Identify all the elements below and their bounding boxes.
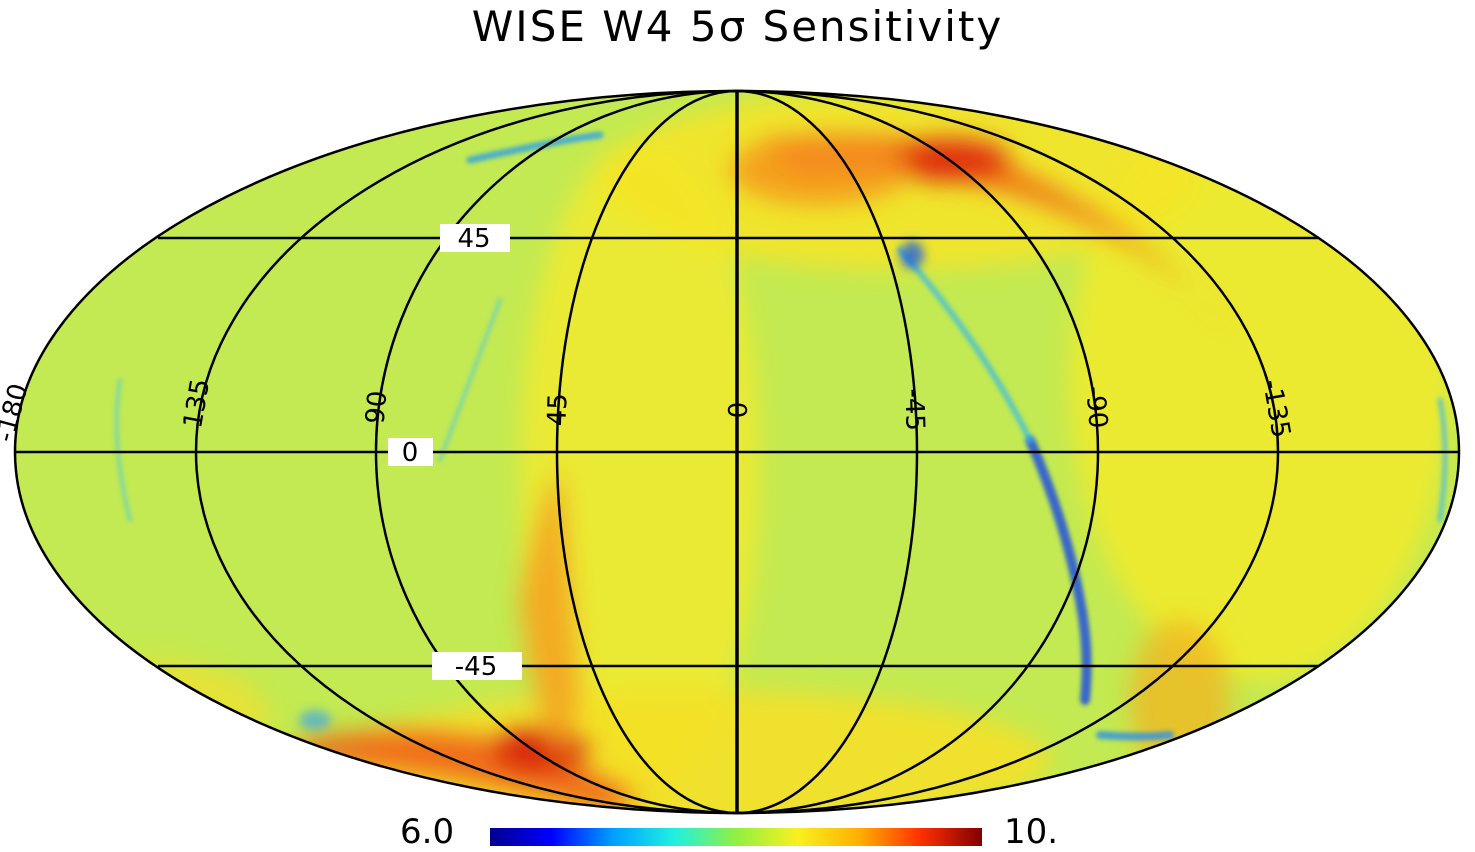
meridian-135: [194, 89, 1280, 815]
cyan-streak-mid: [438, 298, 502, 462]
colorbar-max-label: 10.: [1004, 812, 1059, 852]
lat-label-0: 0: [402, 438, 419, 468]
graticule: [13, 89, 1461, 815]
cyan-streak-east: [1437, 397, 1448, 523]
cyan-streak-bottom: [1096, 731, 1174, 741]
lon-label-minus45: -45: [898, 388, 929, 431]
colorbar-min-label: 6.0: [400, 812, 455, 852]
lon-label-45: 45: [542, 393, 573, 427]
label-gap-lat0: [388, 438, 433, 466]
west-yellow-patch: [30, 660, 270, 780]
north-orange-halo: [730, 135, 910, 205]
ecliptic-yellow-band: [520, 140, 760, 800]
south-hot-spot: [492, 728, 588, 772]
blue-blob-south: [299, 710, 331, 730]
east-orange-limb: [1130, 620, 1230, 780]
colorbar: [490, 828, 982, 846]
blue-blob-north: [900, 241, 924, 269]
lon-label-minus90: -90: [1079, 385, 1113, 430]
map-title: WISE W4 5σ Sensitivity: [471, 2, 1004, 51]
label-gap-latm45: [432, 652, 522, 680]
lat-label-minus45: -45: [455, 652, 497, 682]
lon-label-90: 90: [361, 390, 394, 426]
lat-label-45: 45: [457, 224, 490, 254]
south-yellow-cap: [350, 690, 1050, 813]
cyan-streak-left: [114, 378, 132, 522]
south-orange-wedge: [520, 470, 580, 760]
label-gap-lat45: [440, 224, 510, 252]
lon-label-0: 0: [721, 402, 751, 419]
cyan-streak-main: [897, 247, 1033, 443]
